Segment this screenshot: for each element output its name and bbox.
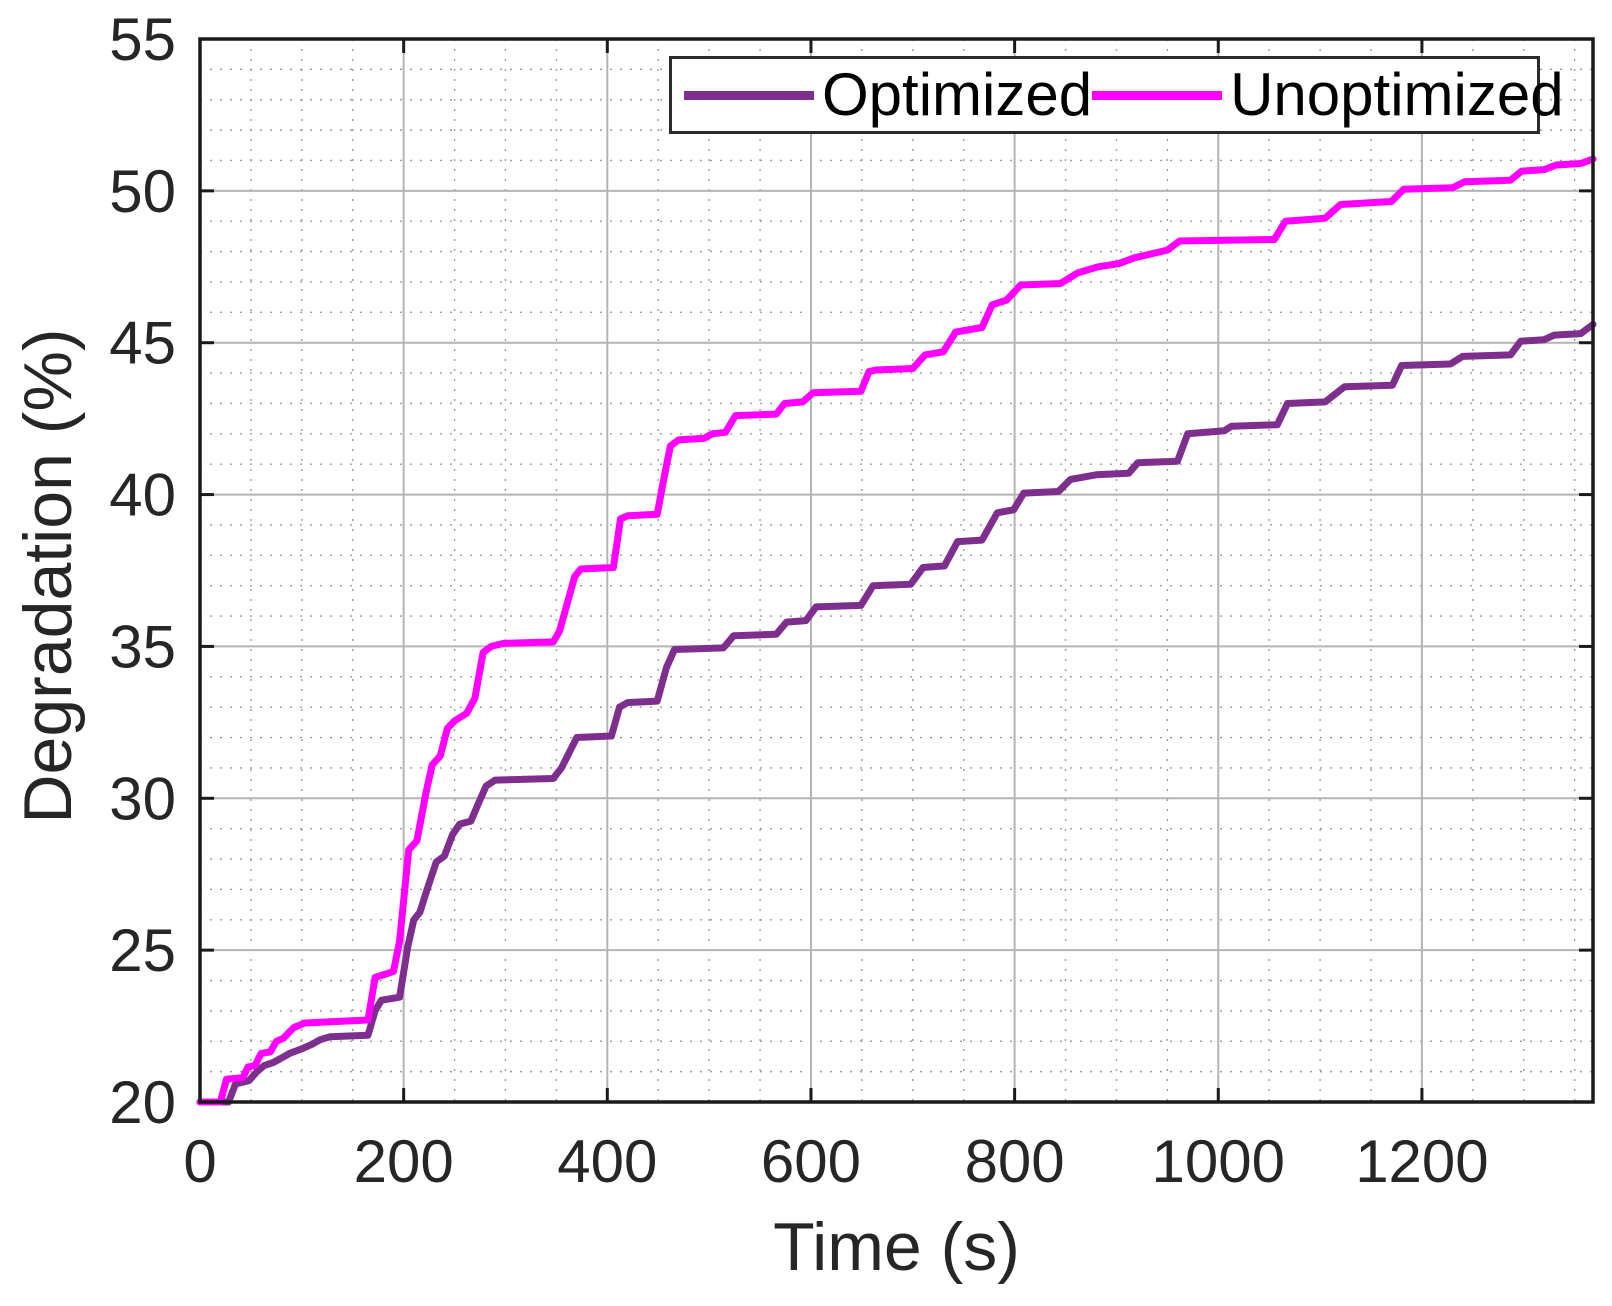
- y-tick-label: 50: [109, 158, 176, 225]
- minor-gridlines: [200, 39, 1593, 1102]
- x-tick-label: 1000: [1152, 1128, 1285, 1195]
- x-tick-label: 1200: [1355, 1128, 1488, 1195]
- y-tick-label: 45: [109, 310, 176, 377]
- x-tick-label: 400: [557, 1128, 657, 1195]
- legend-entry-optimized: Optimized: [684, 65, 1092, 125]
- y-tick-label: 55: [109, 6, 176, 73]
- y-tick-label: 25: [109, 917, 176, 984]
- axis-tick-marks: [198, 37, 1593, 1104]
- legend-line-unoptimized-swatch: [1092, 90, 1223, 100]
- x-tick-label: 600: [761, 1128, 861, 1195]
- x-axis-tick-labels: 0 200 400 600 800 1000 1200: [183, 1128, 1488, 1195]
- series-line-optimized: [196, 321, 1597, 1106]
- x-axis-title: Time (s): [773, 1209, 1020, 1285]
- y-axis-tick-labels: 20 25 30 35 40 45 50 55: [109, 6, 176, 1136]
- x-tick-label: 200: [354, 1128, 454, 1195]
- major-gridlines: [200, 39, 1593, 1102]
- y-tick-label: 40: [109, 462, 176, 529]
- data-series-lines: [196, 155, 1597, 1106]
- y-axis-title: Degradation (%): [10, 328, 86, 824]
- legend-box: Optimized Unoptimized: [669, 56, 1564, 134]
- legend-entry-unoptimized: Unoptimized: [1092, 65, 1564, 125]
- axis-box-border: [198, 37, 1595, 1104]
- legend-label-unoptimized: Unoptimized: [1230, 61, 1564, 128]
- y-tick-label: 20: [109, 1069, 176, 1136]
- x-tick-label: 0: [183, 1128, 216, 1195]
- legend-line-optimized-swatch: [684, 90, 814, 100]
- y-tick-label: 35: [109, 613, 176, 680]
- x-tick-label: 800: [965, 1128, 1065, 1195]
- legend-label-optimized: Optimized: [822, 61, 1093, 128]
- series-line-unoptimized: [196, 155, 1597, 1106]
- plot-border: [198, 37, 1595, 1104]
- y-tick-label: 30: [109, 765, 176, 832]
